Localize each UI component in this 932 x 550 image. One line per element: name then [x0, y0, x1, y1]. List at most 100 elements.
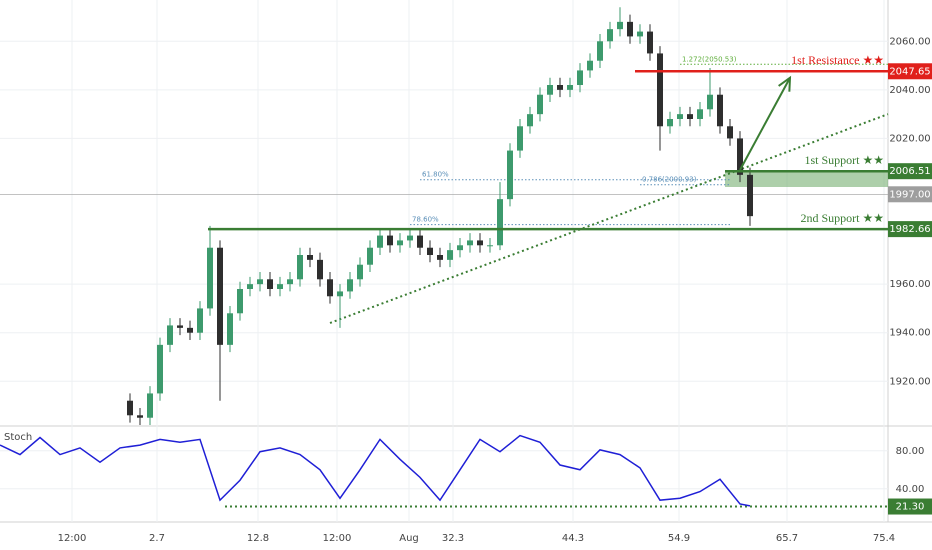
candle-body — [357, 264, 363, 280]
candle-body — [517, 126, 523, 151]
candle-body — [467, 240, 473, 246]
candle-body — [497, 199, 503, 246]
candle-body — [607, 29, 613, 42]
candle-body — [547, 85, 553, 95]
x-tick-label: 65.7 — [776, 533, 798, 544]
price-tag — [888, 163, 932, 180]
candle-body — [717, 94, 723, 127]
arrow-shaft — [739, 77, 791, 171]
candle-body — [157, 344, 163, 394]
price-tag — [888, 221, 932, 238]
candle-body — [287, 279, 293, 285]
candle-body — [277, 284, 283, 289]
stoch-title: Stoch — [4, 432, 32, 443]
price-tag-label: 21.30 — [896, 502, 925, 513]
candle-body — [427, 247, 433, 255]
y-tick-label: 1960.00 — [889, 279, 930, 290]
y-tick-label: 80.00 — [896, 446, 925, 457]
candle-body — [317, 259, 323, 280]
candle-body — [617, 21, 623, 30]
x-tick-label: 54.9 — [668, 533, 690, 544]
candle-body — [367, 247, 373, 265]
candle-body — [137, 415, 143, 418]
y-tick-label: 40.00 — [896, 484, 925, 495]
candle-body — [587, 60, 593, 71]
candle-body — [667, 119, 673, 127]
y-tick-label: 2040.00 — [889, 85, 930, 96]
candle-body — [657, 53, 663, 127]
candle-body — [567, 85, 573, 90]
candle-body — [507, 150, 513, 200]
candle-body — [727, 126, 733, 139]
price-tag — [888, 186, 932, 203]
candle-body — [147, 393, 153, 418]
candle-body — [597, 41, 603, 61]
candle-body — [557, 85, 563, 90]
candle-body — [447, 250, 453, 260]
x-tick-label: 44.3 — [562, 533, 584, 544]
candle-body — [627, 21, 633, 37]
candle-body — [647, 31, 653, 54]
x-tick-label: 12:00 — [58, 533, 87, 544]
candle-body — [577, 70, 583, 85]
candle-body — [387, 235, 393, 246]
candle-body — [297, 255, 303, 280]
fib-label: 78.60% — [412, 216, 439, 224]
arrow-head — [778, 75, 792, 92]
fib-label: 61.80% — [422, 171, 449, 179]
candle-body — [237, 289, 243, 314]
candle-body — [677, 114, 683, 119]
y-tick-label: 2020.00 — [889, 133, 930, 144]
candle-body — [247, 284, 253, 289]
candle-body — [257, 279, 263, 285]
candle-body — [167, 325, 173, 345]
y-tick-label: 2060.00 — [889, 36, 930, 47]
candle-body — [397, 240, 403, 246]
candle-body — [477, 240, 483, 246]
candle-body — [377, 235, 383, 248]
support-zone — [725, 171, 888, 187]
candle-body — [437, 255, 443, 260]
stoch-line — [0, 434, 751, 507]
candle-body — [737, 138, 743, 175]
price-tag-label: 2047.65 — [889, 66, 930, 77]
candle-body — [187, 327, 193, 333]
candle-body — [707, 94, 713, 110]
candle-body — [197, 308, 203, 333]
candle-body — [227, 313, 233, 345]
candle-body — [267, 279, 273, 289]
candle-body — [337, 291, 343, 297]
candle-body — [177, 325, 183, 328]
trendline — [329, 113, 889, 324]
candle-body — [417, 235, 423, 248]
candle-body — [527, 114, 533, 127]
price-tag — [888, 63, 932, 80]
candle-body — [487, 245, 493, 247]
y-tick-label: 1940.00 — [889, 328, 930, 339]
x-tick-label: 32.3 — [442, 533, 464, 544]
candle-body — [327, 279, 333, 297]
candle-body — [207, 247, 213, 309]
candle-body — [127, 400, 133, 416]
candle-body — [307, 255, 313, 260]
fib-label: 1.272(2050.53) — [682, 55, 737, 63]
x-tick-label: 2.7 — [149, 533, 165, 544]
price-tag-label: 2006.51 — [889, 166, 930, 177]
level-text: 1st Resistance ★★ — [791, 53, 884, 67]
candle-body — [537, 94, 543, 115]
x-tick-label: 12:00 — [323, 533, 352, 544]
candle-body — [747, 174, 753, 217]
candle-body — [217, 247, 223, 345]
candle-body — [347, 279, 353, 292]
level-text: 2nd Support ★★ — [800, 211, 884, 225]
candle-body — [457, 245, 463, 251]
candle-body — [637, 31, 643, 37]
candle-body — [407, 235, 413, 241]
x-tick-label: Aug — [399, 533, 419, 544]
x-tick-label: 12.8 — [247, 533, 269, 544]
candle-body — [687, 114, 693, 119]
price-tag-label: 1997.00 — [889, 189, 930, 200]
candle-body — [697, 109, 703, 119]
